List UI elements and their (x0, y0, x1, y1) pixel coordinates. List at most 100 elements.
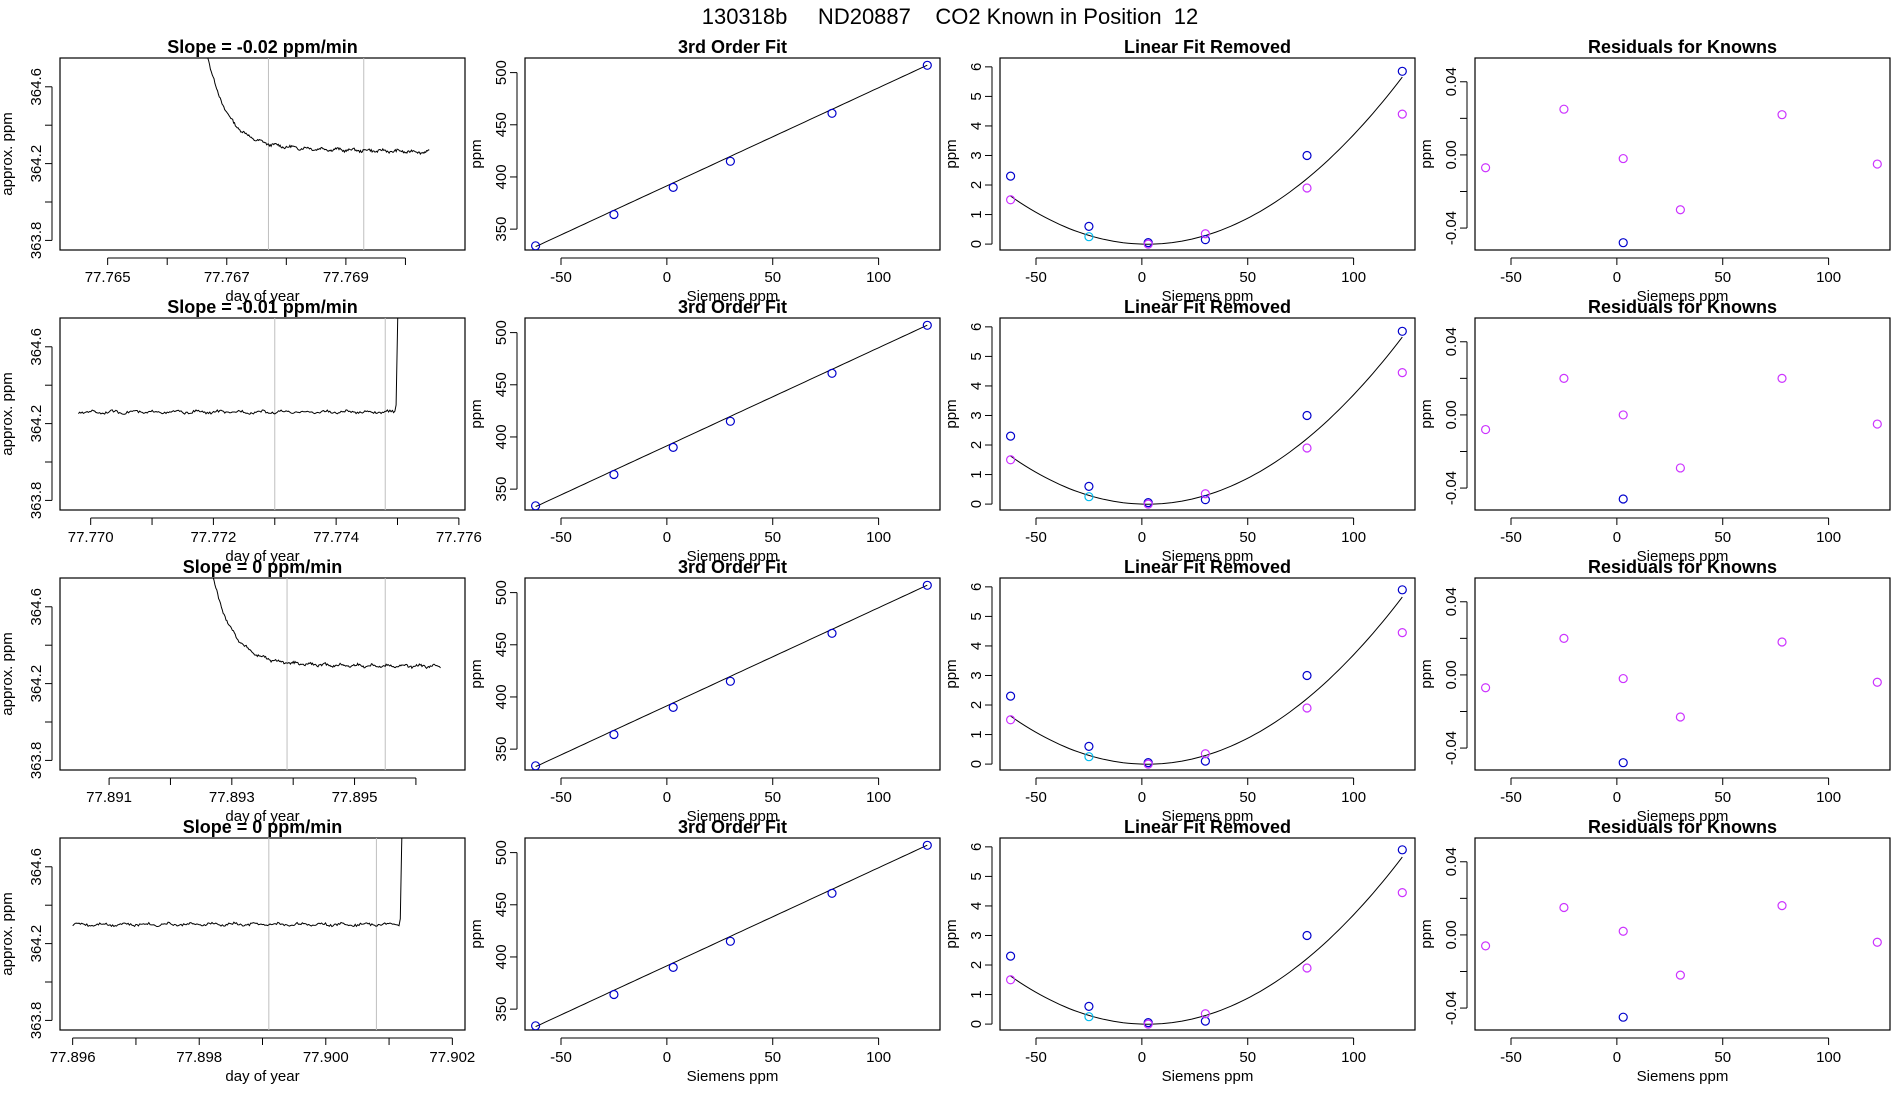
y-axis-label: ppm (943, 919, 960, 948)
x-tick-label: 0 (663, 529, 671, 546)
y-tick-label: 450 (493, 632, 510, 657)
y-axis-label: ppm (1418, 399, 1435, 428)
fit-curve (1010, 856, 1403, 1025)
y-tick-label: 6 (968, 843, 985, 851)
y-axis-label: ppm (468, 399, 485, 428)
y-tick-label: 0.00 (1443, 920, 1460, 949)
x-tick-label: 50 (1714, 1049, 1731, 1066)
plot-data (530, 840, 932, 1030)
panel-title: Slope = 0 ppm/min (183, 557, 343, 577)
y-axis-label: ppm (943, 659, 960, 688)
y-tick-label: -0.04 (1443, 211, 1460, 245)
y-tick-label: 5 (968, 872, 985, 880)
x-tick-label: 100 (1341, 269, 1366, 286)
concentration-trace (72, 838, 403, 928)
data-point (1675, 205, 1685, 215)
y-tick-label: 0 (968, 240, 985, 248)
data-point (1200, 495, 1210, 505)
plot-data (1005, 326, 1407, 509)
x-tick-label: 0 (663, 789, 671, 806)
y-tick-label: 4 (968, 902, 985, 910)
x-tick-label: 77.767 (204, 269, 250, 286)
x-tick-label: 77.902 (429, 1049, 475, 1066)
y-tick-label: 0.04 (1443, 67, 1460, 96)
x-tick-label: 50 (1239, 269, 1256, 286)
y-tick-label: 0.00 (1443, 400, 1460, 429)
y-tick-label: 1 (968, 730, 985, 738)
panel-title: Residuals for Knowns (1588, 297, 1777, 317)
x-tick-label: 77.895 (332, 789, 378, 806)
data-point (1084, 1012, 1094, 1022)
y-tick-label: 3 (968, 151, 985, 159)
x-tick-label: -50 (550, 1049, 572, 1066)
data-point (1777, 110, 1787, 120)
x-tick-label: -50 (1500, 789, 1522, 806)
data-point (1480, 163, 1491, 173)
plot-frame (524, 317, 941, 511)
data-point (725, 676, 735, 686)
x-tick-label: 100 (1816, 1049, 1841, 1066)
x-tick-label: 77.896 (50, 1049, 96, 1066)
x-tick-label: 0 (1138, 529, 1146, 546)
x-tick-label: 77.776 (436, 529, 482, 546)
y-tick-label: 5 (968, 352, 985, 360)
x-tick-label: -50 (1500, 1049, 1522, 1066)
y-tick-label: 363.8 (28, 742, 45, 780)
plot-frame (524, 577, 941, 771)
y-axis-label: ppm (468, 139, 485, 168)
panel-title: Slope = 0 ppm/min (183, 817, 343, 837)
plot-data (207, 58, 430, 250)
panel-title: Residuals for Knowns (1588, 557, 1777, 577)
plot-frame (999, 837, 1416, 1031)
y-tick-label: 0.04 (1443, 327, 1460, 356)
x-tick-label: 0 (1613, 529, 1621, 546)
data-point (1005, 715, 1016, 725)
y-tick-label: 363.8 (28, 222, 45, 260)
panel-title: 3rd Order Fit (678, 297, 787, 317)
data-point (1084, 1001, 1094, 1011)
panel-title: Linear Fit Removed (1124, 37, 1291, 57)
y-tick-label: -0.04 (1443, 991, 1460, 1025)
data-point (1675, 712, 1685, 722)
y-tick-label: 0 (968, 500, 985, 508)
y-tick-label: 450 (493, 372, 510, 397)
y-tick-label: -0.04 (1443, 731, 1460, 765)
x-tick-label: 100 (1816, 269, 1841, 286)
x-tick-label: 0 (1613, 269, 1621, 286)
x-tick-label: -50 (1025, 529, 1047, 546)
y-tick-label: 350 (493, 737, 510, 762)
x-tick-label: 100 (1816, 529, 1841, 546)
plot-frame (59, 57, 466, 251)
data-point (827, 368, 837, 378)
data-point (725, 416, 735, 426)
panel-r2-c1: Slope = -0.01 ppm/min 77.770 77.772 77.774 7… (0, 297, 482, 565)
panel-title: Linear Fit Removed (1124, 297, 1291, 317)
data-point (1397, 66, 1407, 76)
y-tick-label: 400 (493, 684, 510, 709)
plot-frame (59, 837, 466, 1031)
y-axis-label: ppm (943, 139, 960, 168)
data-point (1084, 752, 1094, 762)
x-tick-label: 77.891 (86, 789, 132, 806)
x-axis-label: Siemens ppm (1162, 548, 1254, 565)
x-axis-label: Siemens ppm (1162, 808, 1254, 825)
data-point (922, 320, 932, 330)
y-tick-label: 364.2 (28, 145, 45, 183)
data-point (725, 936, 735, 946)
data-point (922, 60, 932, 70)
data-point (1005, 431, 1016, 441)
plot-frame (1474, 317, 1891, 511)
plot-frame (1474, 837, 1891, 1031)
y-tick-label: -0.04 (1443, 471, 1460, 505)
x-axis-label: Siemens ppm (1637, 548, 1729, 565)
data-point (1200, 229, 1210, 239)
data-point (609, 989, 619, 1000)
panel-title: 3rd Order Fit (678, 817, 787, 837)
x-tick-label: 100 (866, 789, 891, 806)
data-point (827, 888, 837, 898)
data-point (1397, 845, 1407, 855)
panel-r3-c1: Slope = 0 ppm/min 77.891 77.893 77.895 day o… (0, 557, 466, 825)
data-point (1777, 373, 1787, 383)
data-point (827, 108, 837, 118)
data-point (1397, 888, 1407, 898)
